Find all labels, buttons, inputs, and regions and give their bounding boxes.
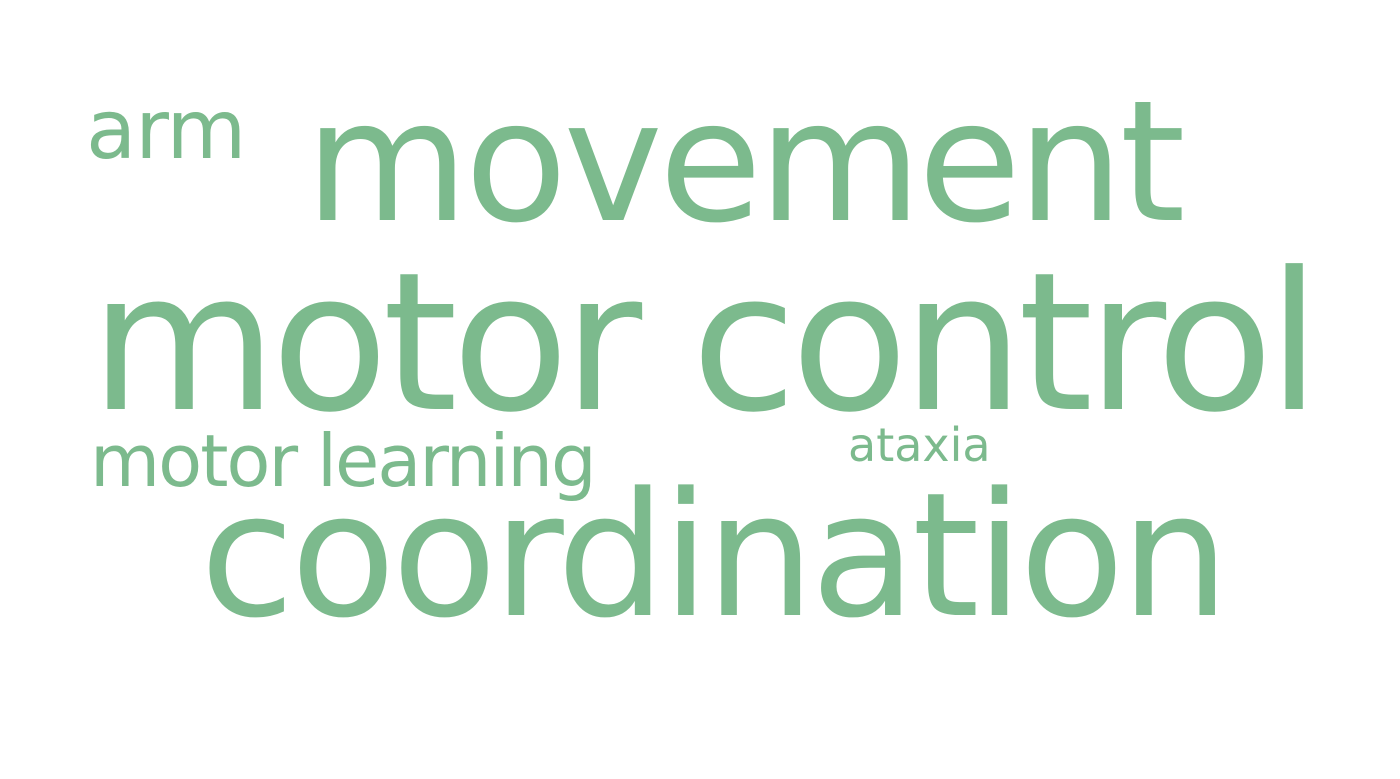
word-motor-learning: motor learning bbox=[90, 419, 597, 503]
word-coordination: coordination bbox=[200, 455, 1230, 656]
word-ataxia: ataxia bbox=[848, 418, 991, 472]
word-motor-control: motor control bbox=[90, 232, 1321, 455]
word-arm: arm bbox=[86, 83, 246, 178]
word-movement: movement bbox=[305, 64, 1186, 260]
